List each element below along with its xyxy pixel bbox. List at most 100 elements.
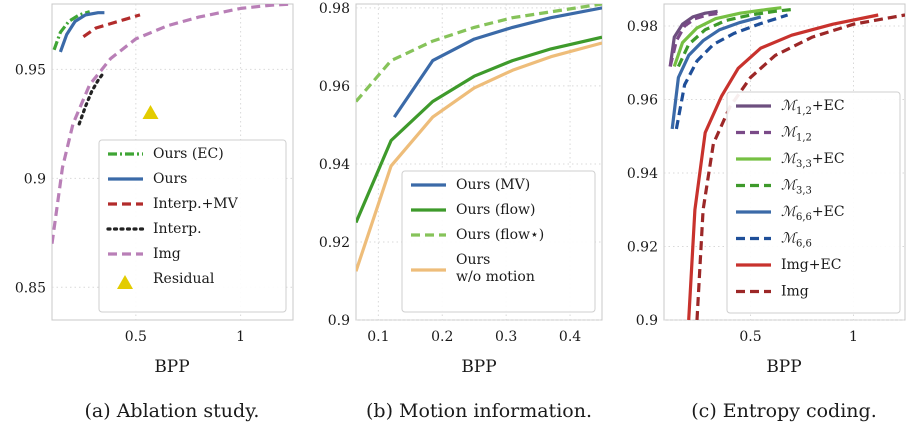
legend-label: Img [781,284,809,300]
y-tick-label: 0.92 [627,240,658,256]
legend-label: Interp. [153,221,202,237]
legend-box [98,139,287,313]
y-tick-label: 0.98 [319,1,350,17]
caption: (c) Entropy coding. [691,400,876,422]
legend: ℳ1,2+ECℳ1,2ℳ3,3+ECℳ3,3ℳ6,6+ECℳ6,6Img+ECI… [726,91,901,314]
legend-label-main: ℳ [781,98,798,114]
panel-entropy-coding: 0.5 1 0.9 0.92 0.94 0.96 0.98 BPP (c) Entropy … [627,3,906,422]
caption: (a) Ablation study. [85,400,260,422]
series-m-1-2-ec-line [668,9,718,67]
x-axis-label: BPP [154,357,189,377]
x-tick-label: 1 [849,329,858,345]
legend-item-m-6-6: ℳ6,6 [736,231,812,250]
legend-label-sub: 6,6 [796,239,812,250]
legend-label: Img+EC [781,257,841,273]
plot-frame [51,3,294,321]
y-tick-label: 0.92 [319,235,350,251]
legend-box [401,170,596,313]
legend-item-ours: Ours [108,171,187,187]
legend-label-sub: 6,6 [796,212,812,223]
legend-item-ours-mv: Ours (MV) [411,177,530,193]
legend-item-ours-ec: Ours (EC) [108,146,224,162]
series-m-6-6-line [674,13,789,130]
panel-motion-information: 0.1 0.2 0.3 0.4 0.9 0.92 0.94 0.96 0.98 BPP (b) … [319,1,603,422]
series-interp-mv-line [82,13,141,39]
y-tick-label: 0.96 [319,79,350,95]
series-m-3-3-line [676,7,792,68]
legend-item-m-1-2-ec: ℳ1,2+EC [736,98,845,117]
series-img-ec-line [687,13,879,320]
legend: Ours (EC) Ours Interp.+MV Interp. Img Residua… [98,139,287,313]
series-img-line [52,4,293,244]
legend-item-img: Img [736,284,809,300]
legend-label: ℳ6,6 [781,231,812,250]
series-img-line [695,13,905,320]
legend-label: Ours [153,171,187,187]
legend-label-suffix: +EC [812,151,845,167]
legend-label-sub: 3,3 [796,159,812,170]
legend-label-suffix: +EC [812,98,845,114]
legend-item-img-ec: Img+EC [736,257,841,273]
y-tick-label: 0.85 [15,280,46,296]
y-tick-label: 0.9 [636,313,658,329]
legend-label: Interp.+MV [153,196,239,212]
x-tick-label: 0.5 [125,329,147,345]
series-interp-line [77,69,107,126]
x-tick-label: 0.1 [367,329,389,345]
y-tick-label: 0.96 [627,93,658,109]
legend-label-main: ℳ [781,204,798,220]
legend-label-line2: w/o motion [456,269,535,285]
legend-item-m-1-2: ℳ1,2 [736,125,812,144]
legend-item-m-6-6-ec: ℳ6,6+EC [736,204,845,223]
x-axis-label: BPP [461,357,496,377]
legend-label-main: ℳ [781,125,798,141]
y-tick-label: 0.98 [627,19,658,35]
y-tick-label: 0.94 [319,157,350,173]
y-tick-label: 0.9 [328,313,350,329]
legend-label-sub: 1,2 [796,106,812,117]
series-m-3-3-ec-line [672,6,782,68]
legend-label-main: ℳ [781,231,798,247]
y-tick-label: 0.9 [24,171,46,187]
x-tick-label: 0.4 [559,329,581,345]
legend-label-main: ℳ [781,178,798,194]
plot-frame [663,3,906,321]
x-tick-label: 0.3 [495,329,517,345]
legend-item-m-3-3-ec: ℳ3,3+EC [736,151,845,170]
legend-item-interp-mv: Interp.+MV [108,196,239,212]
series-ours-mv-line [392,6,602,118]
x-tick-label: 0.2 [431,329,453,345]
legend-label: Ours (flow⋆) [456,227,544,243]
legend-label-suffix: +EC [812,204,845,220]
legend-label: Img [153,246,181,262]
legend-item-interp: Interp. [106,221,202,237]
legend-label: ℳ6,6+EC [781,204,845,223]
series-m-1-2-line [668,11,720,67]
legend-box [726,91,901,314]
panel-ablation: 0.5 10.850.90.95 BPP (a) Ablation study. … [15,3,294,422]
legend-label-main: ℳ [781,151,798,167]
x-tick-label: 0.5 [739,329,761,345]
y-tick-label: 0.95 [15,62,46,78]
series-ours-flow-line [356,35,602,224]
caption: (b) Motion information. [366,400,592,422]
legend-item-img: Img [108,246,181,262]
legend-label: ℳ3,3+EC [781,151,845,170]
legend-item-residual: Residual [117,271,215,289]
legend-item-m-3-3: ℳ3,3 [736,178,812,197]
series-ours-w-o-motion-line [356,41,602,272]
legend-label: Residual [153,271,215,287]
x-tick-label: 1 [236,329,245,345]
legend-label: ℳ3,3 [781,178,812,197]
legend-label: Ours [456,252,490,268]
legend-label: ℳ1,2 [781,125,812,144]
series-ours-flow-line [356,4,602,103]
legend-label: ℳ1,2+EC [781,98,845,117]
series-m-6-6-ec-line [670,15,762,130]
series-ours-ec-line [52,10,91,51]
series-ours-line [58,11,105,53]
legend-item-ours-flow: Ours (flow⋆) [411,227,544,243]
series-residual-point [142,104,159,119]
legend-item-ours-flow: Ours (flow) [411,202,536,218]
